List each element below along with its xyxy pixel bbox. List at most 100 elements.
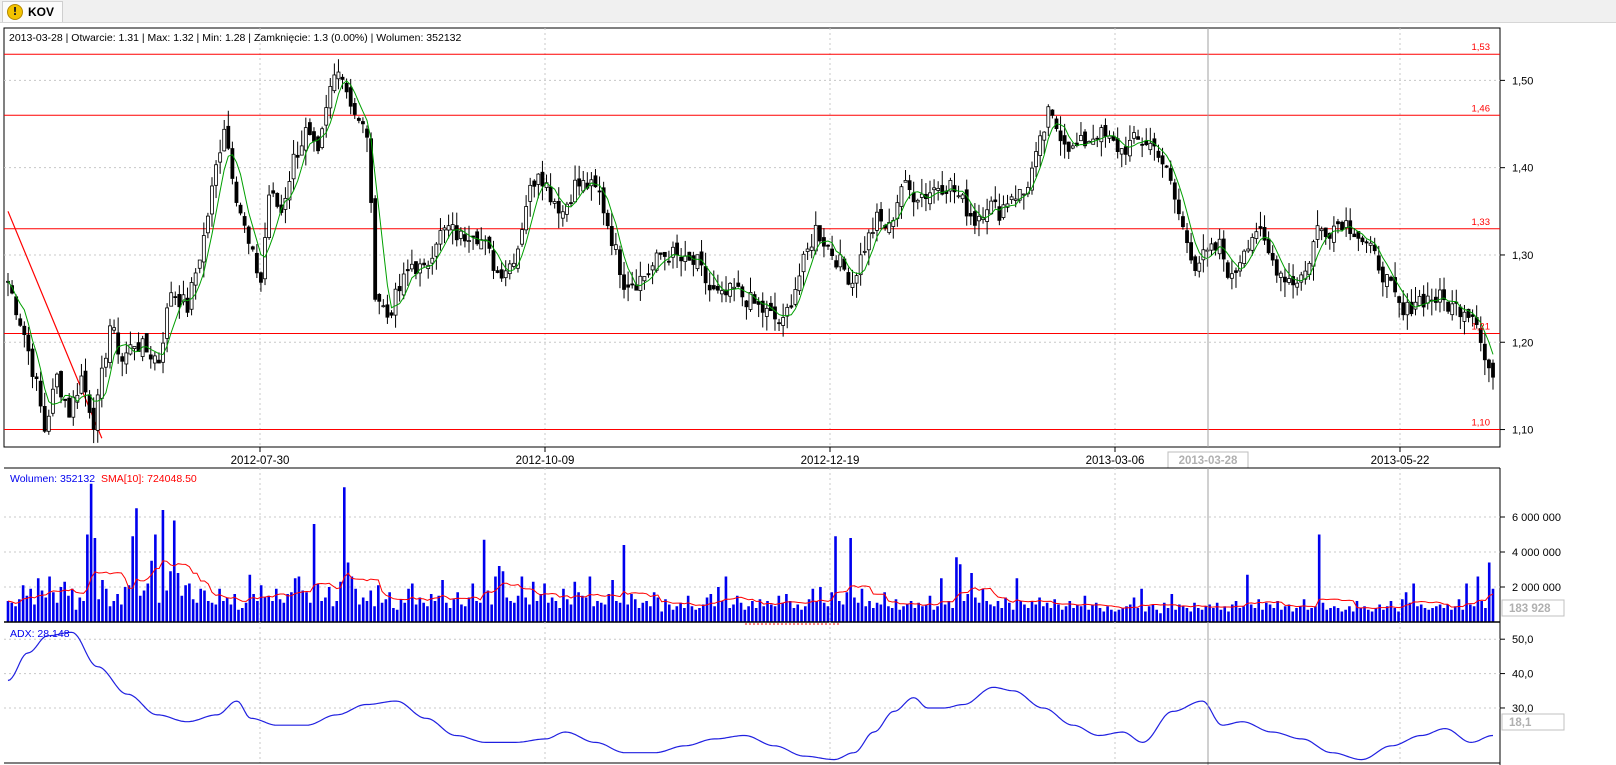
volume-bar: [1128, 604, 1132, 622]
volume-bar: [1155, 609, 1159, 622]
volume-bar: [233, 594, 237, 622]
volume-bar: [868, 601, 871, 622]
volume-bar: [683, 608, 686, 622]
volume-bar: [36, 578, 40, 622]
volume-grid: [4, 468, 1500, 622]
candle-body: [250, 246, 255, 250]
candle-body: [104, 357, 108, 368]
volume-bar: [853, 597, 856, 622]
candle-body: [222, 128, 227, 152]
volume-bar: [1257, 599, 1261, 622]
volume-bar: [89, 483, 93, 622]
candle-body: [1278, 272, 1283, 278]
candle-body: [30, 348, 35, 377]
candle-body: [919, 193, 924, 198]
candle-body: [352, 103, 357, 115]
volume-value-box: [1501, 599, 1565, 617]
candle-body: [491, 250, 496, 271]
volume-bar: [467, 597, 471, 622]
warning-icon: !: [7, 4, 23, 20]
volume-legend-label: Wolumen: 352132: [10, 473, 95, 485]
candle-body: [789, 305, 794, 308]
volume-bar: [339, 581, 342, 622]
volume-bar: [966, 594, 970, 622]
tab-kov[interactable]: ! KOV: [2, 1, 64, 22]
volume-bar: [1144, 611, 1147, 622]
volume-bar: [849, 538, 852, 622]
candle-body: [1274, 259, 1279, 276]
volume-bar: [320, 601, 323, 622]
candle-body: [442, 227, 447, 231]
candle-body: [1197, 262, 1202, 272]
candle-body: [1258, 226, 1263, 229]
volume-bar: [414, 604, 418, 622]
volume-bar: [1423, 608, 1427, 622]
volume-bar: [955, 557, 958, 622]
candle-body: [1079, 135, 1083, 142]
volume-bar: [1110, 609, 1113, 622]
candle-body: [1136, 136, 1140, 140]
candle-body: [50, 388, 55, 414]
volume-bar: [127, 585, 131, 622]
volume-bar: [225, 597, 229, 622]
candle-body: [507, 263, 512, 275]
stock-chart[interactable]: 2013-03-28 | Otwarcie: 1.31 | Max: 1.32 …: [0, 22, 1616, 765]
volume-bar: [841, 604, 845, 622]
candle-body: [1144, 140, 1149, 146]
candle-body: [1340, 221, 1344, 230]
candle-body: [977, 215, 981, 222]
candle-body: [67, 397, 72, 418]
volume-bar: [1480, 601, 1483, 622]
volume-bar: [1359, 608, 1363, 622]
candle-body: [210, 185, 214, 215]
candle-body: [1266, 238, 1271, 254]
volume-bar: [837, 601, 841, 622]
candle-body: [846, 272, 851, 285]
candle-body: [1058, 130, 1063, 142]
candle-body: [679, 256, 684, 262]
volume-bar: [717, 587, 720, 622]
candle-body: [956, 195, 961, 198]
volume-bar: [418, 597, 422, 622]
candle-body: [626, 284, 631, 288]
candle-body: [940, 185, 945, 195]
volume-bar: [1291, 611, 1295, 622]
candle-body: [148, 354, 153, 360]
candle-body: [1193, 256, 1198, 271]
candle-body: [1417, 295, 1422, 306]
candle-body: [1487, 359, 1491, 369]
candle-body: [879, 209, 883, 222]
candle-body: [605, 212, 610, 227]
candle-body: [267, 194, 271, 238]
candle-body: [320, 128, 325, 148]
volume-bar: [701, 604, 705, 622]
info-bar: 2013-03-28 | Otwarcie: 1.31 | Max: 1.32 …: [9, 32, 462, 44]
candle-body: [295, 154, 300, 158]
candle-body: [38, 380, 43, 407]
candle-body: [230, 148, 235, 179]
volume-bar: [898, 609, 902, 622]
volume-bar: [142, 590, 146, 622]
candle-body: [1372, 244, 1377, 252]
candle-body: [1209, 243, 1214, 251]
candle-body: [560, 211, 565, 219]
volume-bar: [758, 599, 762, 622]
volume-bar: [766, 601, 769, 622]
volume-bar: [86, 534, 89, 622]
volume-bar: [558, 608, 561, 622]
candle-body: [1450, 303, 1455, 316]
volume-bar: [1242, 606, 1245, 622]
volume-bar: [218, 588, 221, 622]
volume-bar: [1253, 608, 1257, 622]
candle-body: [1389, 276, 1393, 281]
volume-bar: [940, 578, 943, 622]
candle-body: [1246, 248, 1251, 252]
volume-bar: [429, 594, 433, 622]
candle-body: [112, 327, 116, 331]
volume-bar: [21, 585, 25, 622]
candle-body: [748, 292, 753, 310]
candle-body: [960, 194, 965, 200]
candle-body: [1140, 143, 1145, 146]
candle-body: [1482, 343, 1487, 361]
trendline: [7, 211, 103, 439]
